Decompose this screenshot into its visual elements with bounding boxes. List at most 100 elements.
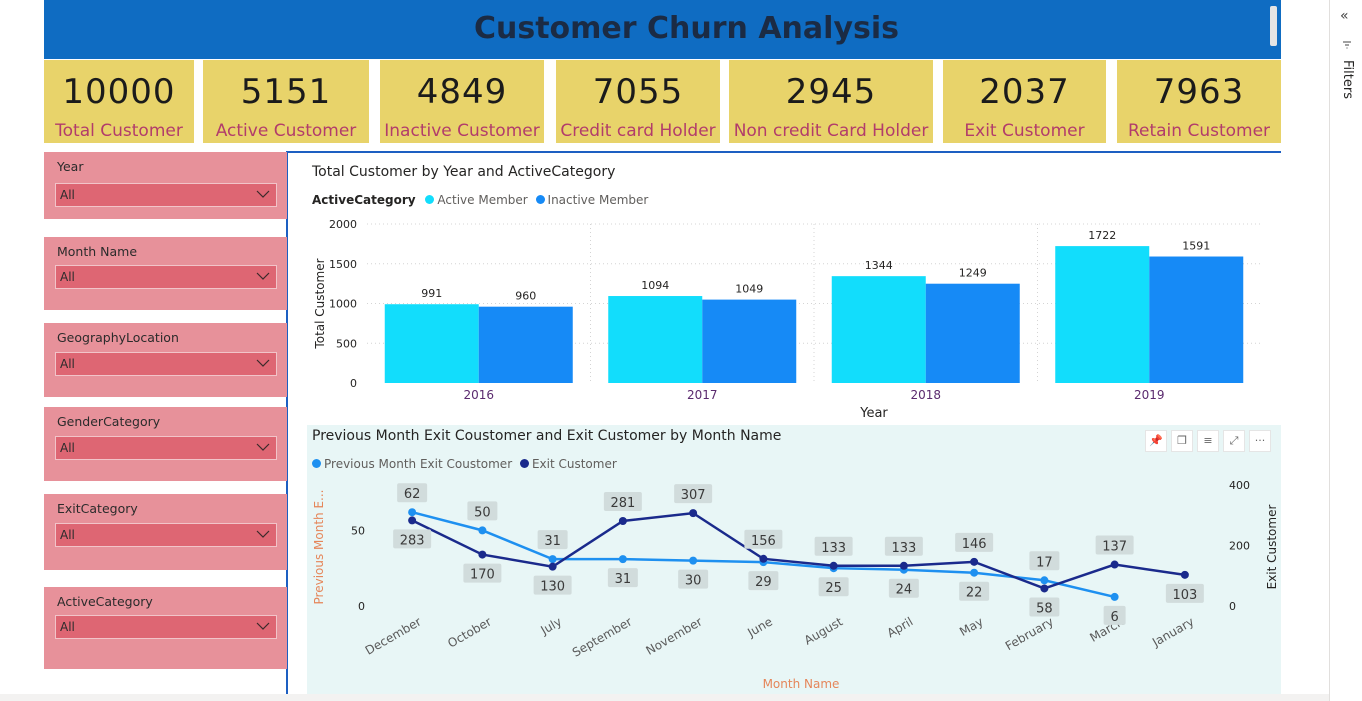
data-label: 960	[515, 290, 536, 303]
data-label: 991	[421, 287, 442, 300]
kpi-card-retain-customer: 7963 Retain Customer	[1117, 60, 1281, 143]
slicer-dropdown[interactable]: All	[55, 265, 277, 289]
prev-month-series-point	[548, 555, 557, 564]
data-label: 24	[896, 583, 913, 598]
data-label-bg	[678, 569, 709, 589]
slicer-dropdown[interactable]: All	[55, 436, 277, 460]
data-label-bg	[537, 530, 568, 550]
pin-icon[interactable]: 📌	[1145, 430, 1167, 452]
y-tick-label-right: 200	[1229, 540, 1250, 553]
legend-item-exit[interactable]: Exit Customer	[531, 457, 617, 471]
data-label: 130	[540, 580, 565, 595]
kpi-card-total-customer: 10000 Total Customer	[44, 60, 194, 143]
data-label-bg	[959, 581, 990, 601]
header-scrollbar[interactable]	[1270, 6, 1277, 46]
filters-pane[interactable]: « Filters	[1329, 0, 1362, 701]
legend-marker	[425, 195, 435, 204]
report-header: Customer Churn Analysis	[44, 0, 1281, 59]
y-axis-label-left: Previous Month E...	[312, 490, 326, 605]
bar-chart-visual[interactable]: Total Customer by Year and ActiveCategor…	[307, 156, 1281, 422]
data-label: 307	[681, 488, 706, 503]
chevron-down-icon	[256, 622, 270, 630]
slicer-value: All	[60, 270, 75, 284]
legend-marker	[312, 459, 321, 468]
exit-series-point	[899, 561, 908, 570]
exit-series-point	[970, 557, 979, 566]
data-label: 1049	[735, 283, 763, 296]
bar	[1055, 246, 1150, 383]
slicer-dropdown[interactable]: All	[55, 183, 277, 207]
legend-item-prev-month[interactable]: Previous Month Exit Coustomer	[324, 457, 513, 471]
kpi-card-exit-customer: 2037 Exit Customer	[943, 60, 1106, 143]
kpi-label: Active Customer	[215, 121, 357, 141]
x-tick-label: December	[363, 614, 424, 657]
report-title: Customer Churn Analysis	[473, 11, 899, 46]
y-tick-label: 500	[336, 337, 357, 350]
exit-series-point	[408, 516, 417, 525]
kpi-label: Total Customer	[55, 121, 183, 141]
prev-month-series-point	[970, 568, 979, 577]
chart-legend: Previous Month Exit Coustomer Exit Custo…	[312, 457, 617, 471]
data-label-bg	[1103, 605, 1126, 625]
kpi-label: Retain Customer	[1127, 121, 1271, 141]
x-tick-label: August	[802, 614, 846, 647]
slicer-title: Month Name	[57, 244, 138, 259]
kpi-value: 10000	[62, 72, 176, 112]
copy-icon[interactable]: ❐	[1171, 430, 1193, 452]
collapse-pane-icon[interactable]: «	[1340, 8, 1349, 24]
more-options-icon[interactable]: ···	[1249, 430, 1271, 452]
page-scrollbar[interactable]	[0, 694, 1329, 701]
slicer-dropdown[interactable]: All	[55, 615, 277, 639]
chevron-down-icon	[256, 359, 270, 367]
chevron-down-icon	[256, 190, 270, 198]
slicer-geography-location: GeographyLocation All	[44, 323, 287, 397]
kpi-value: 2945	[785, 72, 877, 112]
data-label: 283	[400, 533, 425, 548]
y-tick-label-right: 400	[1229, 479, 1250, 492]
slicer-gender-category: GenderCategory All	[44, 407, 287, 481]
exit-series-line	[411, 511, 1186, 590]
x-tick-label: 2016	[463, 388, 494, 402]
legend-marker	[519, 459, 529, 468]
chart-title: Previous Month Exit Coustomer and Exit C…	[312, 428, 782, 444]
legend-item-inactive[interactable]: Inactive Member	[547, 193, 649, 207]
prev-month-series-point	[1040, 576, 1049, 585]
kpi-label: Non credit Card Holder	[733, 121, 929, 141]
x-tick-label: September	[570, 614, 634, 659]
kpi-label: Credit card Holder	[560, 121, 716, 141]
data-label: 25	[825, 581, 842, 596]
data-label: 62	[404, 487, 421, 502]
slicer-dropdown[interactable]: All	[55, 352, 277, 376]
data-label: 50	[474, 505, 491, 520]
focus-mode-icon[interactable]: ⤢	[1223, 430, 1245, 452]
kpi-card-credit-card-holder: 7055 Credit card Holder	[556, 60, 720, 143]
x-tick-label: 2017	[687, 388, 718, 402]
data-label-bg	[818, 577, 849, 597]
legend-item-active[interactable]: Active Member	[437, 193, 528, 207]
data-label: 29	[755, 575, 772, 590]
kpi-value: 7055	[592, 72, 684, 112]
filter-funnel-icon	[1343, 41, 1351, 49]
exit-series-point	[829, 561, 838, 570]
line-chart-visual[interactable]: Previous Month Exit Coustomer and Exit C…	[307, 425, 1281, 697]
x-tick-label: April	[885, 614, 916, 640]
data-label: 146	[962, 537, 987, 552]
data-label: 31	[544, 534, 561, 549]
y-tick-label-left: 0	[358, 600, 365, 613]
data-label-bg	[955, 532, 994, 552]
slicer-dropdown[interactable]: All	[55, 523, 277, 547]
filter-icon[interactable]: ≡	[1197, 430, 1219, 452]
data-label: 17	[1036, 555, 1053, 570]
y-tick-label: 0	[350, 377, 357, 390]
data-label-bg	[1029, 551, 1060, 571]
data-label-bg	[748, 571, 779, 591]
x-tick-label: October	[445, 614, 494, 650]
data-label-bg	[533, 575, 572, 595]
chart-legend: ActiveCategory Active Member Inactive Me…	[312, 193, 648, 207]
data-label: 22	[966, 586, 983, 601]
prev-month-series-point	[1110, 592, 1119, 601]
exit-series-point	[689, 509, 698, 518]
data-label: 281	[610, 496, 635, 511]
legend-title: ActiveCategory	[312, 193, 416, 207]
